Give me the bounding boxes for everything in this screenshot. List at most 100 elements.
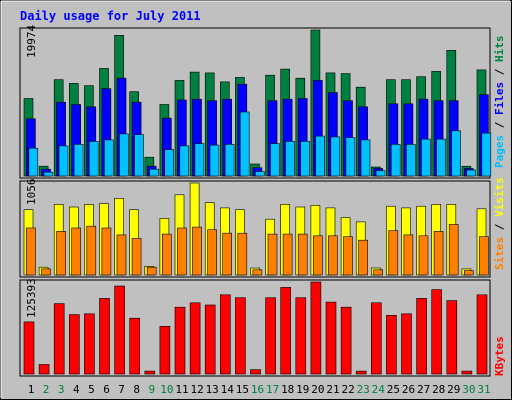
bar-kbytes-day-18 bbox=[280, 287, 292, 375]
bar-kbytes-day-17 bbox=[265, 297, 276, 375]
bar-kbytes-day-19 bbox=[295, 297, 307, 375]
bar-pages-day-16 bbox=[255, 171, 265, 177]
bar-sites-day-18 bbox=[282, 233, 293, 276]
bar-kbytes-day-5 bbox=[84, 313, 95, 375]
bar-sites-day-26 bbox=[403, 234, 414, 276]
bar-kbytes-day-12 bbox=[189, 302, 201, 375]
bar-sites-day-14 bbox=[222, 232, 232, 276]
bar-sites-day-12 bbox=[192, 226, 202, 276]
bar-kbytes-day-13 bbox=[204, 304, 216, 375]
bar-sites-day-23 bbox=[358, 239, 368, 276]
x-label-day-30: 30 bbox=[462, 383, 475, 396]
bar-kbytes-day-15 bbox=[235, 297, 246, 375]
panel-visits-max-label: 1056 bbox=[25, 179, 38, 206]
bar-pages-day-25 bbox=[390, 144, 401, 177]
legend-part-0-2: Files bbox=[493, 82, 506, 115]
bar-pages-day-1 bbox=[28, 147, 39, 177]
x-label-day-18: 18 bbox=[281, 383, 294, 396]
bar-kbytes-day-6 bbox=[99, 298, 110, 375]
bar-sites-day-25 bbox=[388, 230, 399, 276]
bar-sites-day-29 bbox=[448, 224, 459, 276]
bar-pages-day-21 bbox=[330, 136, 341, 177]
bar-sites-day-20 bbox=[312, 235, 323, 276]
x-label-day-21: 21 bbox=[326, 383, 339, 396]
bar-pages-day-6 bbox=[104, 139, 114, 177]
chart-bars bbox=[23, 29, 492, 375]
bar-sites-day-16 bbox=[252, 269, 263, 276]
bar-pages-day-7 bbox=[119, 133, 129, 177]
panel-hits-legend: Pages / Files / Hits bbox=[493, 36, 506, 169]
legend-part-2-0: KBytes bbox=[493, 336, 506, 376]
legend-part-0-4: Hits bbox=[493, 36, 506, 63]
x-label-day-5: 5 bbox=[88, 383, 95, 396]
bar-sites-day-21 bbox=[328, 235, 338, 276]
bar-sites-day-11 bbox=[177, 227, 187, 276]
bar-kbytes-day-11 bbox=[174, 306, 186, 375]
bar-pages-day-2 bbox=[43, 171, 54, 177]
bar-pages-day-4 bbox=[73, 144, 84, 177]
bar-pages-day-20 bbox=[315, 135, 326, 177]
bar-kbytes-day-23 bbox=[355, 370, 367, 375]
x-label-day-12: 12 bbox=[190, 383, 203, 396]
bar-kbytes-day-31 bbox=[476, 294, 488, 375]
bar-kbytes-day-9 bbox=[144, 370, 156, 375]
bar-pages-day-11 bbox=[179, 145, 190, 177]
panel-visits-legend: Sites / Visits bbox=[493, 177, 506, 270]
bar-pages-day-26 bbox=[405, 144, 416, 177]
x-label-day-22: 22 bbox=[341, 383, 354, 396]
bar-kbytes-day-4 bbox=[69, 314, 80, 375]
legend-part-0-0: Pages bbox=[493, 135, 506, 168]
x-label-day-27: 27 bbox=[417, 383, 430, 396]
x-label-day-11: 11 bbox=[175, 383, 188, 396]
bar-kbytes-day-26 bbox=[401, 313, 412, 375]
bar-kbytes-day-28 bbox=[431, 289, 443, 375]
bar-pages-day-18 bbox=[285, 141, 295, 177]
x-label-day-6: 6 bbox=[103, 383, 110, 396]
bar-pages-day-9 bbox=[149, 168, 159, 177]
bar-pages-day-10 bbox=[164, 149, 174, 177]
bar-kbytes-day-16 bbox=[250, 369, 261, 375]
bar-kbytes-day-24 bbox=[370, 302, 382, 375]
bar-pages-day-15 bbox=[239, 111, 250, 177]
bar-kbytes-day-2 bbox=[38, 364, 50, 375]
x-label-day-3: 3 bbox=[58, 383, 65, 396]
bar-pages-day-12 bbox=[194, 143, 205, 177]
bar-kbytes-day-20 bbox=[310, 281, 322, 375]
x-label-day-29: 29 bbox=[447, 383, 460, 396]
bar-sites-day-3 bbox=[56, 231, 66, 276]
bar-pages-day-17 bbox=[270, 143, 280, 177]
bar-sites-day-9 bbox=[146, 266, 157, 276]
bar-sites-day-22 bbox=[343, 236, 353, 276]
bar-sites-day-8 bbox=[131, 238, 142, 276]
bar-kbytes-day-1 bbox=[23, 321, 35, 375]
bar-kbytes-day-7 bbox=[114, 285, 125, 375]
bar-pages-day-23 bbox=[360, 139, 371, 177]
bar-sites-day-2 bbox=[41, 268, 51, 276]
bar-sites-day-13 bbox=[207, 229, 217, 276]
bar-pages-day-8 bbox=[134, 134, 144, 177]
legend-part-1-1: / bbox=[493, 217, 506, 237]
bar-pages-day-5 bbox=[88, 141, 99, 177]
bar-kbytes-day-8 bbox=[129, 317, 140, 375]
bar-sites-day-27 bbox=[418, 235, 429, 276]
x-label-day-4: 4 bbox=[73, 383, 80, 396]
bar-sites-day-6 bbox=[101, 227, 112, 276]
bar-pages-day-14 bbox=[224, 144, 235, 177]
x-axis-labels: 1 2 3 4 5 6 7 8 9 10 11 12 13 14 15 16 17 18 19 20 21 22 23 24 2… bbox=[28, 383, 491, 396]
x-label-day-25: 25 bbox=[387, 383, 400, 396]
bar-pages-day-27 bbox=[421, 138, 431, 177]
bar-sites-day-7 bbox=[116, 234, 127, 276]
bar-sites-day-10 bbox=[162, 233, 172, 276]
panel-kbytes-max-label: 125393 bbox=[25, 278, 38, 318]
x-label-day-8: 8 bbox=[133, 383, 140, 396]
x-label-day-19: 19 bbox=[296, 383, 309, 396]
x-label-day-1: 1 bbox=[28, 383, 35, 396]
bar-pages-day-3 bbox=[58, 145, 69, 177]
bar-sites-day-1 bbox=[26, 227, 36, 276]
x-label-day-13: 13 bbox=[206, 383, 219, 396]
bar-kbytes-day-25 bbox=[386, 314, 397, 375]
bar-kbytes-day-22 bbox=[340, 306, 352, 375]
bar-kbytes-day-27 bbox=[416, 298, 427, 375]
legend-part-0-1: / bbox=[493, 115, 506, 135]
